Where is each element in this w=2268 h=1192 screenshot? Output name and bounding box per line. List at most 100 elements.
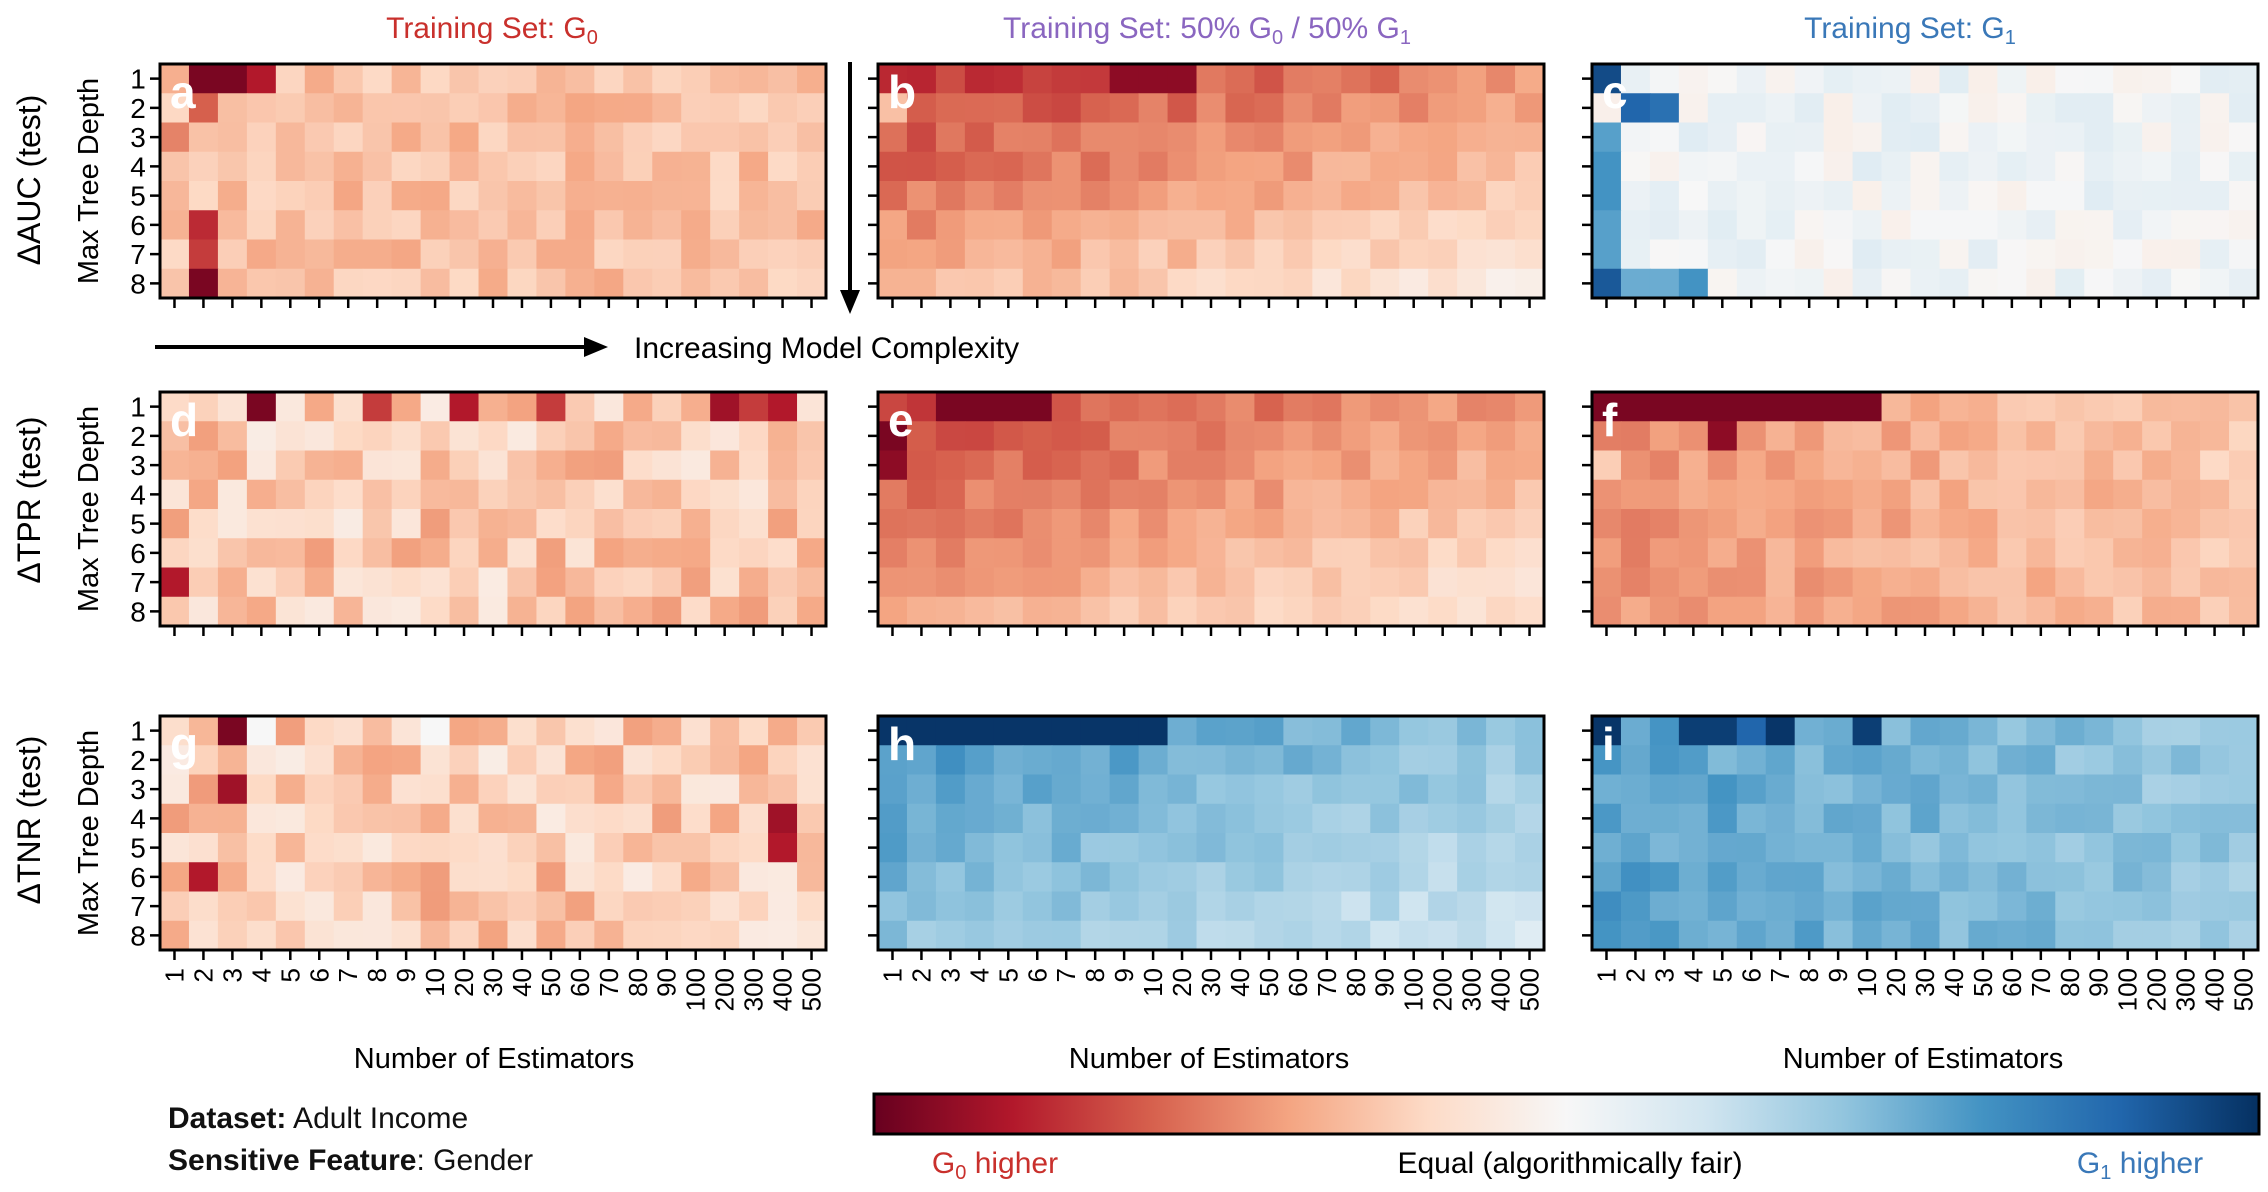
heat-cell — [964, 392, 995, 422]
heat-cell — [275, 421, 306, 452]
heat-cell — [565, 64, 595, 94]
heat-cell — [797, 392, 827, 422]
row-label-tpr: ΔTPR (test) — [11, 416, 47, 583]
heat-cell — [1167, 891, 1198, 922]
heat-cell — [1881, 239, 1912, 270]
heat-cell — [246, 392, 277, 422]
heat-cell — [1486, 151, 1516, 182]
heat-cell — [1515, 64, 1545, 94]
heat-cell — [2229, 891, 2259, 922]
heat-cell — [993, 268, 1024, 299]
heat-cell — [1620, 181, 1651, 211]
heat-cell — [906, 833, 937, 863]
y-tick-label: 2 — [130, 745, 146, 776]
heat-cell — [906, 716, 937, 746]
x-tick-label: 60 — [1997, 968, 2027, 997]
heat-cell — [1051, 93, 1082, 124]
heat-cell — [1515, 745, 1545, 776]
heat-cell — [449, 833, 480, 863]
heat-cell — [1225, 93, 1256, 124]
heat-cell — [1592, 745, 1622, 776]
heat-cell — [652, 392, 682, 422]
heat-cell — [1225, 64, 1256, 94]
heat-cell — [1823, 891, 1854, 922]
heat-cell — [964, 538, 995, 569]
heat-cell — [1620, 122, 1651, 153]
heat-cell — [391, 596, 422, 627]
heat-cell — [1852, 392, 1883, 422]
heat-cell — [1736, 745, 1767, 776]
heat-cell — [1678, 716, 1709, 746]
heat-cell — [1620, 239, 1651, 270]
heat-cell — [1428, 920, 1458, 951]
heat-cell — [1794, 210, 1825, 241]
heat-cell — [1254, 862, 1284, 893]
heat-cell — [536, 210, 566, 241]
heat-cell — [1167, 392, 1198, 422]
heat-cell — [2142, 716, 2172, 746]
heat-cell — [1138, 862, 1169, 893]
heat-cell — [710, 122, 740, 153]
heat-cell — [797, 803, 827, 834]
heat-cell — [652, 421, 682, 452]
heat-cell — [565, 421, 595, 452]
heat-cell — [1592, 803, 1622, 834]
heat-cell — [2229, 538, 2259, 569]
x-tick-label: 90 — [2084, 968, 2114, 997]
heat-cell — [1765, 891, 1796, 922]
heat-cell — [217, 210, 248, 241]
heat-cell — [2026, 833, 2056, 863]
heat-cell — [1910, 479, 1941, 510]
heat-cell — [1428, 716, 1458, 746]
heat-cell — [1486, 239, 1516, 270]
heat-cell — [1109, 210, 1140, 241]
heat-cell — [1968, 450, 1998, 481]
heat-cell — [2055, 862, 2085, 893]
y-tick-label: 8 — [130, 596, 146, 627]
colorbar-left-label: G0 higher — [932, 1147, 1058, 1184]
heat-cell — [1254, 774, 1284, 805]
heat-cell — [1620, 567, 1651, 598]
heat-cell — [768, 745, 798, 776]
heat-cell — [1736, 716, 1767, 746]
heat-cell — [993, 891, 1024, 922]
heat-cell — [1341, 920, 1371, 951]
heat-cell — [652, 891, 682, 922]
heat-cell — [1592, 64, 1622, 94]
heat-cell — [2113, 239, 2143, 270]
heat-cell — [1968, 920, 1998, 951]
heat-cell — [2171, 774, 2201, 805]
heat-cell — [217, 803, 248, 834]
heat-cell — [1486, 122, 1516, 153]
heat-cell — [333, 509, 364, 539]
heat-cell — [2142, 64, 2172, 94]
heat-cell — [536, 920, 566, 951]
heat-cell — [391, 151, 422, 182]
heat-cell — [1283, 93, 1313, 124]
heat-cell — [623, 268, 653, 299]
heat-cell — [1486, 862, 1516, 893]
heat-cell — [1765, 64, 1796, 94]
colorbar-center-label: Equal (algorithmically fair) — [1397, 1147, 1742, 1180]
heat-cell — [1592, 392, 1622, 422]
y-axis-label: Max Tree Depth — [73, 730, 105, 936]
heat-cell — [246, 421, 277, 452]
heat-cell — [246, 93, 277, 124]
heat-cell — [1196, 239, 1227, 270]
heat-cell — [906, 122, 937, 153]
heat-cell — [420, 567, 451, 598]
x-tick-label: 70 — [2026, 968, 2056, 997]
heat-cell — [1592, 239, 1622, 270]
heat-cell — [1939, 891, 1970, 922]
heat-cell — [2171, 716, 2201, 746]
heat-cell — [1765, 716, 1796, 746]
heat-cell — [1736, 64, 1767, 94]
heat-cell — [739, 891, 769, 922]
heat-cell — [188, 122, 219, 153]
heat-cell — [1515, 833, 1545, 863]
heat-cell — [652, 774, 682, 805]
heat-cell — [878, 920, 908, 951]
heat-cell — [1399, 239, 1429, 270]
heat-cell — [1428, 538, 1458, 569]
heat-cell — [1225, 745, 1256, 776]
